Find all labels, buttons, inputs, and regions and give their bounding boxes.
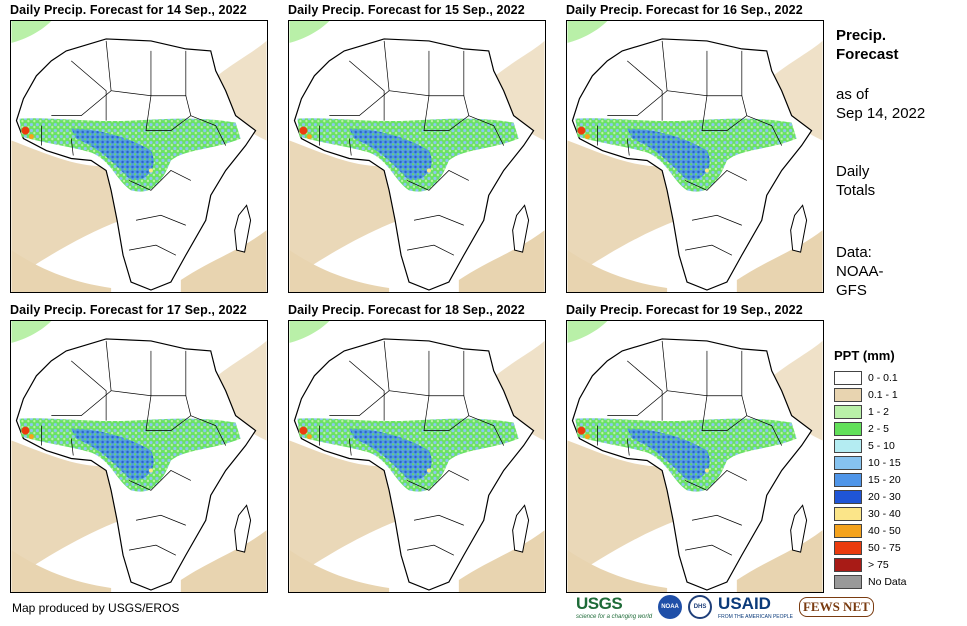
precip-map [566,320,824,593]
as-of-label: as of [836,86,869,103]
panel-title: Daily Precip. Forecast for 18 Sep., 2022 [288,303,525,317]
precip-map [10,20,268,293]
side-title: Precip. Forecast [836,26,899,64]
legend-item: 15 - 20 [834,471,959,488]
legend-label: 50 - 75 [868,541,901,554]
dhs-logo-text: DHS [693,604,707,610]
legend-swatch [834,489,862,504]
legend-label: No Data [868,575,907,588]
legend-label: 0.1 - 1 [868,388,898,401]
dhs-logo: DHS [688,595,713,619]
legend-swatch [834,387,862,402]
legend-label: 2 - 5 [868,422,890,435]
legend-label: > 75 [868,558,889,571]
legend-swatch [834,574,862,589]
logo-bar: USGS science for a changing world NOAA D… [576,594,874,620]
usgs-logo-text: USGS [576,594,623,613]
panel-title: Daily Precip. Forecast for 19 Sep., 2022 [566,303,803,317]
legend-item: 0.1 - 1 [834,386,959,403]
legend-item: 30 - 40 [834,505,959,522]
usaid-logo: USAID FROM THE AMERICAN PEOPLE [718,594,793,620]
usaid-tagline: FROM THE AMERICAN PEOPLE [718,614,793,620]
usgs-logo: USGS science for a changing world [576,594,652,620]
africa-map-graphic [289,321,545,592]
legend-item: 40 - 50 [834,522,959,539]
legend-item: 5 - 10 [834,437,959,454]
legend-item: 1 - 2 [834,403,959,420]
legend-swatch [834,523,862,538]
daily-totals-label: Daily Totals [836,162,875,200]
panel-title: Daily Precip. Forecast for 14 Sep., 2022 [10,3,247,17]
legend-item: 10 - 15 [834,454,959,471]
daily-line1: Daily [836,163,870,180]
legend-swatch [834,506,862,521]
data-line2: NOAA- [836,263,884,280]
legend-swatch [834,370,862,385]
legend-item: 0 - 0.1 [834,369,959,386]
legend-swatch [834,421,862,436]
data-line3: GFS [836,282,867,299]
legend-label: 30 - 40 [868,507,901,520]
side-title-line1: Precip. [836,27,887,44]
legend-label: 5 - 10 [868,439,895,452]
legend-label: 0 - 0.1 [868,371,898,384]
panel-title: Daily Precip. Forecast for 17 Sep., 2022 [10,303,247,317]
usaid-logo-text: USAID [718,594,771,613]
africa-map-graphic [567,21,823,292]
legend-label: 40 - 50 [868,524,901,537]
side-title-line2: Forecast [836,46,899,63]
legend-label: 15 - 20 [868,473,901,486]
africa-map-graphic [11,21,267,292]
precip-map [288,20,546,293]
legend-swatch [834,472,862,487]
data-line1: Data: [836,244,872,261]
panel-title: Daily Precip. Forecast for 15 Sep., 2022 [288,3,525,17]
noaa-logo: NOAA [658,595,683,619]
legend-swatch [834,404,862,419]
panel-title: Daily Precip. Forecast for 16 Sep., 2022 [566,3,803,17]
legend-item: No Data [834,573,959,590]
map-credit: Map produced by USGS/EROS [12,601,180,615]
data-source: Data: NOAA- GFS [836,243,884,300]
precip-map [566,20,824,293]
precip-map [10,320,268,593]
legend-swatch [834,438,862,453]
legend-title: PPT (mm) [834,348,895,363]
fews-net-logo: FEWS NET [798,597,874,617]
as-of-value: Sep 14, 2022 [836,105,926,122]
legend-item: 50 - 75 [834,539,959,556]
usgs-tagline: science for a changing world [576,614,653,620]
as-of-date: as of Sep 14, 2022 [836,85,925,123]
legend-swatch [834,557,862,572]
daily-line2: Totals [836,182,876,199]
africa-map-graphic [567,321,823,592]
legend-label: 1 - 2 [868,405,890,418]
legend-item: > 75 [834,556,959,573]
legend-item: 2 - 5 [834,420,959,437]
africa-map-graphic [11,321,267,592]
legend-item: 20 - 30 [834,488,959,505]
noaa-logo-text: NOAA [661,604,679,610]
africa-map-graphic [289,21,545,292]
legend-swatch [834,540,862,555]
precip-legend: PPT (mm) 0 - 0.1 0.1 - 1 1 - 2 2 - 5 5 - 10 1… [834,348,959,590]
legend-swatch [834,455,862,470]
legend-label: 10 - 15 [868,456,901,469]
precip-map [288,320,546,593]
legend-label: 20 - 30 [868,490,901,503]
